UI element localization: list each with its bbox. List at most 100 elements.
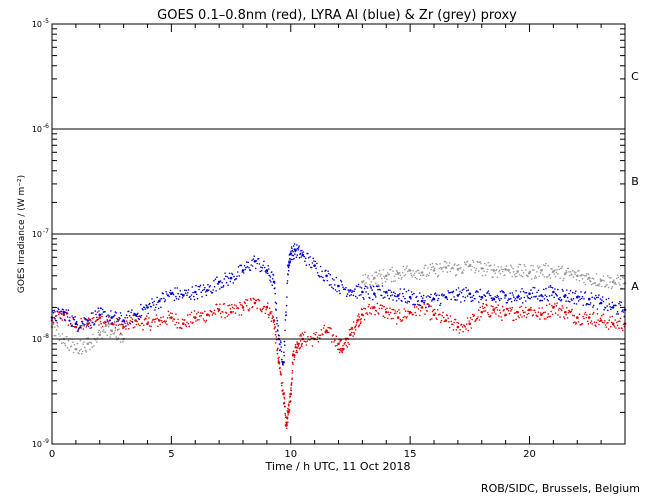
series-1-sample [181,297,184,299]
series-1-sample [325,269,327,272]
series-1-sample [168,295,170,298]
series-1-sample [196,297,199,300]
series-0-sample [186,321,188,324]
series-2-point [444,266,448,269]
series-2-sample [589,280,592,283]
series-1-sample [589,303,591,306]
series-0-sample [494,307,497,309]
series-1-sample [74,316,76,318]
series-2-sample [607,275,609,277]
series-0-sample [419,310,422,312]
series-1-sample [316,262,318,265]
series-2-sample [430,268,432,271]
series-0-sample [546,316,549,319]
series-0-sample [52,321,55,324]
series-1-sample [491,299,494,302]
series-1-sample [313,260,315,262]
series-1-sample [173,299,176,302]
series-1-sample [384,296,386,299]
series-2-sample [377,283,379,286]
series-1-sample [522,290,525,293]
series-1-sample [622,311,625,313]
series-2-sample [542,273,544,276]
series-2-sample [436,275,439,278]
series-2-sample [475,269,477,272]
series-1-sample [619,304,622,307]
series-1-sample [256,262,259,265]
series-1-sample [370,287,373,289]
series-1-point [301,253,305,257]
series-0-sample [286,423,289,425]
series-1-sample [197,285,199,288]
series-0-sample [448,321,450,323]
series-0-sample [311,345,314,347]
series-0-point [540,313,543,317]
series-0-sample [471,318,473,321]
series-0-sample [607,321,609,324]
series-1-sample [157,301,159,304]
series-0-sample [279,370,282,373]
series-0-sample [507,308,509,310]
series-1-sample [392,299,394,301]
series-1-sample [307,257,310,259]
series-0-sample [147,321,149,323]
series-0-sample [116,317,118,320]
series-0-sample [266,305,269,308]
series-1-sample [334,289,337,291]
series-1-sample [87,325,90,328]
series-0-sample [296,341,298,343]
series-1-sample [451,291,454,294]
series-0-sample [331,341,333,343]
series-0-sample [192,321,194,324]
series-0-sample [143,324,145,327]
series-0-sample [563,316,565,318]
series-1-sample [425,306,427,309]
series-0-sample [399,318,402,321]
series-2-sample [404,273,407,276]
series-1-sample [164,299,167,301]
series-1-sample [184,292,187,294]
series-2-sample [398,277,400,280]
series-1-sample [464,296,467,299]
series-1-sample [403,288,406,290]
series-1-sample [53,309,55,312]
series-1-sample [547,300,549,302]
series-2-sample [121,334,123,336]
series-0-point [564,310,567,314]
series-1-sample [253,255,255,257]
series-1-sample [116,318,119,321]
series-1-sample [125,314,128,317]
series-1-sample [124,317,126,319]
series-2-sample [383,275,385,278]
series-1-sample [298,245,300,247]
series-0-sample [305,344,308,346]
series-1-sample [472,294,475,297]
series-1-sample [271,278,274,280]
series-1-sample [328,284,331,286]
series-1-sample [67,309,70,312]
series-0-sample [548,315,550,318]
series-0-point [289,392,293,396]
series-1-sample [200,291,202,294]
series-1-sample [322,276,324,279]
series-1-sample [524,292,526,294]
series-1-sample [86,324,88,327]
series-0-sample [295,349,298,352]
series-0-sample [151,321,153,323]
series-1-sample [266,270,269,273]
series-0-sample [555,305,558,307]
series-0-sample [492,305,494,308]
series-0-sample [367,306,370,308]
series-1-sample [151,298,153,300]
series-1-sample [496,294,499,297]
series-0-sample [101,315,103,318]
y-tick-exponent: -8 [43,333,49,340]
series-2-sample [587,273,590,276]
series-1-sample [503,292,505,294]
series-0-sample [462,330,464,333]
series-0-sample [346,346,349,348]
series-1-sample [571,299,573,302]
series-2-sample [107,326,110,328]
series-0-sample [595,325,597,328]
